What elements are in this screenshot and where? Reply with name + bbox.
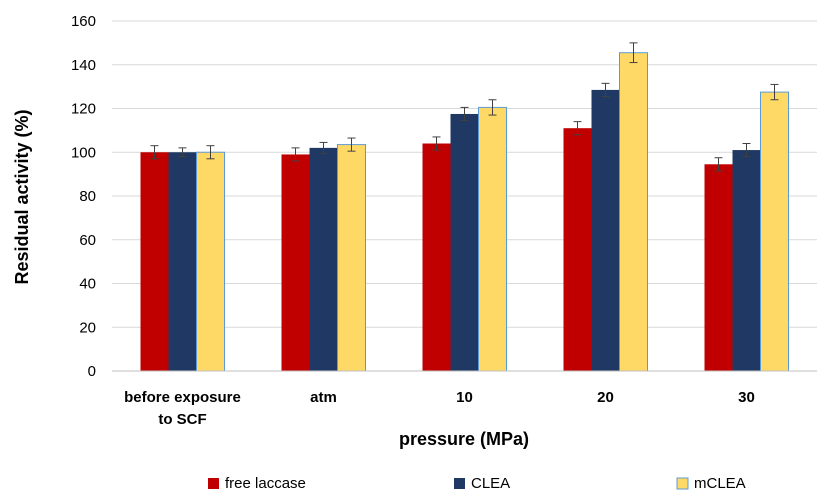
legend: free laccase CLEA mCLEA bbox=[208, 475, 746, 492]
bar bbox=[140, 152, 169, 371]
legend-swatch bbox=[208, 478, 219, 489]
bar bbox=[281, 154, 310, 371]
bar bbox=[732, 150, 761, 371]
legend-label: free laccase bbox=[225, 475, 306, 492]
x-tick-label: 10 bbox=[456, 389, 473, 406]
x-tick-label: 30 bbox=[738, 389, 755, 406]
x-tick-labels: before exposure to SCF atm 10 20 30 bbox=[124, 389, 755, 428]
y-axis-title: Residual activity (%) bbox=[12, 109, 32, 284]
legend-label: CLEA bbox=[471, 475, 510, 492]
bar bbox=[704, 164, 733, 371]
y-tick-label: 80 bbox=[79, 188, 96, 205]
x-tick-label: before exposure bbox=[124, 389, 241, 406]
bars bbox=[140, 52, 789, 372]
y-tick-labels: 0 20 40 60 80 100 120 140 160 bbox=[71, 13, 96, 380]
bar bbox=[591, 89, 620, 371]
x-tick-label: to SCF bbox=[158, 411, 206, 428]
y-tick-label: 60 bbox=[79, 232, 96, 249]
bar bbox=[309, 147, 338, 371]
bar bbox=[563, 128, 592, 371]
y-tick-label: 100 bbox=[71, 144, 96, 161]
legend-swatch bbox=[454, 478, 465, 489]
bar bbox=[760, 91, 789, 372]
bar bbox=[450, 113, 479, 371]
bar bbox=[196, 151, 225, 372]
legend-label: mCLEA bbox=[694, 475, 746, 492]
y-tick-label: 20 bbox=[79, 319, 96, 336]
x-tick-label: 20 bbox=[597, 389, 614, 406]
bar bbox=[619, 52, 648, 372]
bar bbox=[337, 144, 366, 372]
y-tick-label: 160 bbox=[71, 13, 96, 30]
x-axis-title: pressure (MPa) bbox=[399, 429, 529, 449]
x-tick-label: atm bbox=[310, 389, 337, 406]
y-tick-label: 40 bbox=[79, 276, 96, 293]
bar bbox=[478, 106, 507, 372]
legend-swatch bbox=[676, 477, 689, 490]
bar bbox=[422, 143, 451, 371]
bar bbox=[168, 152, 197, 371]
y-tick-label: 120 bbox=[71, 101, 96, 118]
y-tick-label: 0 bbox=[88, 363, 96, 380]
y-tick-label: 140 bbox=[71, 57, 96, 74]
error-bars bbox=[150, 42, 779, 172]
